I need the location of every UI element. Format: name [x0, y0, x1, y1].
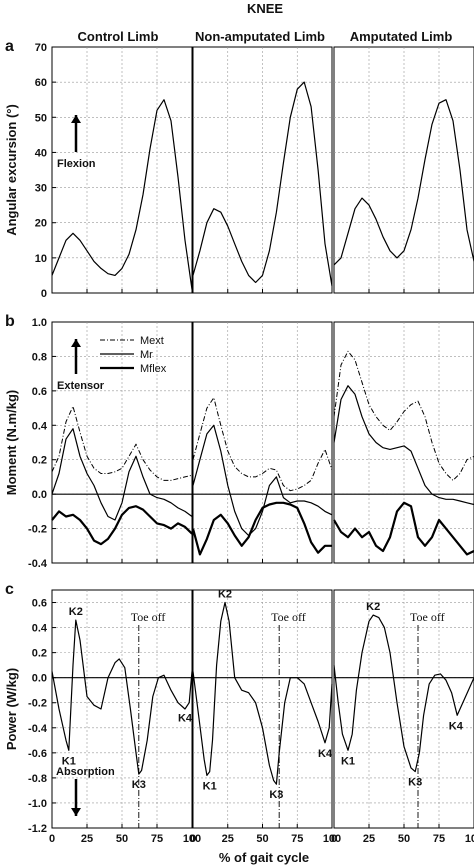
panel-c-ytick-label: -0.2	[28, 698, 47, 710]
panel-b-series-mr-limb-2	[333, 385, 474, 506]
panel-c-label-k2-limb-2: K2	[366, 601, 380, 613]
panel-c-label-k3-limb-2: K3	[408, 777, 422, 789]
chart-title: KNEE	[247, 1, 283, 16]
panel-c-y-axis-label: Power (W/kg)	[4, 668, 19, 750]
x-tick-label-1: 100	[323, 833, 341, 845]
panel-c-series-curve-limb-0	[51, 619, 193, 775]
panel-b-ytick-label: 0.4	[32, 420, 48, 432]
panel-b-series-mr-limb-1	[192, 424, 333, 537]
panel-c-label-k2-limb-0: K2	[69, 606, 83, 618]
panel-a-series-curve-limb-1	[192, 81, 333, 287]
panel-a-ytick-label: 0	[41, 288, 47, 300]
absorption-label: Absorption	[56, 766, 115, 778]
x-tick-label-0: 25	[81, 833, 93, 845]
legend-label-1: Mr	[140, 349, 153, 361]
toe-off-label-1: Toe off	[271, 610, 306, 624]
panel-c-label-k4-limb-0: K4	[178, 713, 193, 725]
x-tick-label-0: 100	[183, 833, 201, 845]
panel-b-ytick-label: 0.6	[32, 386, 47, 398]
panel-c-ytick-label: -1.0	[28, 798, 47, 810]
x-tick-label-2: 100	[465, 833, 474, 845]
extensor-arrow-head	[71, 339, 81, 347]
panel-a-series-curve-limb-2	[333, 99, 474, 266]
extensor-label: Extensor	[57, 380, 105, 392]
legend-label-0: Mext	[140, 335, 164, 347]
panel-b-series-mflex-limb-2	[333, 501, 474, 556]
x-tick-label-1: 0	[190, 833, 196, 845]
panel-b-series-mr-limb-0	[51, 428, 193, 521]
panel-a-ytick-label: 70	[35, 42, 47, 54]
panel-c-label-k1-limb-0: K1	[62, 755, 76, 767]
panel-b-ytick-label: 0.8	[32, 351, 47, 363]
flexion-arrow-head	[71, 115, 81, 123]
panel-c-ytick-label: -0.6	[28, 748, 47, 760]
x-tick-label-1: 50	[256, 833, 268, 845]
x-tick-label-2: 75	[433, 833, 445, 845]
x-tick-label-0: 75	[151, 833, 163, 845]
column-title-non-amputated-limb: Non-amputated Limb	[195, 29, 325, 44]
panel-b-ytick-label: -0.2	[28, 524, 47, 536]
panel-c-ytick-label: -1.2	[28, 823, 47, 835]
panel-b-ytick-label: 0.0	[32, 489, 47, 501]
panel-c-label-k2-limb-1: K2	[218, 589, 232, 601]
x-axis-label: % of gait cycle	[219, 850, 309, 865]
panel-c-ytick-label: 0.4	[32, 623, 48, 635]
panel-a-ytick-label: 20	[35, 218, 47, 230]
panel-label-a: a	[5, 38, 14, 55]
panel-c-ytick-label: -0.8	[28, 773, 47, 785]
panel-b-ytick-label: 0.2	[32, 455, 47, 467]
panel-c-label-k4-limb-2: K4	[449, 720, 464, 732]
panel-c-ytick-label: 0.2	[32, 648, 47, 660]
panel-c-frame-0	[51, 589, 193, 829]
x-tick-label-1: 75	[291, 833, 303, 845]
flexion-label: Flexion	[57, 158, 96, 170]
x-tick-label-1: 25	[222, 833, 234, 845]
panel-c-label-k1-limb-1: K1	[203, 780, 217, 792]
panel-a-series-curve-limb-0	[51, 99, 193, 290]
x-tick-label-0: 0	[49, 833, 55, 845]
panel-a-ytick-label: 10	[35, 253, 47, 265]
panel-b-series-mext-limb-2	[333, 350, 474, 481]
panel-c-ytick-label: 0.6	[32, 598, 47, 610]
panel-c-ytick-label: -0.4	[28, 723, 48, 735]
x-tick-label-0: 50	[116, 833, 128, 845]
legend-label-2: Mflex	[140, 363, 167, 375]
panel-b-series-mext-limb-1	[192, 397, 333, 492]
column-title-amputated-limb: Amputated Limb	[350, 29, 453, 44]
panel-a-ytick-label: 30	[35, 183, 47, 195]
panel-c-label-k3-limb-0: K3	[132, 779, 146, 791]
panel-b-ytick-label: -0.4	[28, 558, 48, 570]
toe-off-label-2: Toe off	[410, 610, 445, 624]
x-tick-label-2: 50	[398, 833, 410, 845]
panel-a-y-axis-label: Angular excursion (°)	[4, 104, 19, 236]
panel-label-b: b	[5, 313, 15, 330]
x-tick-label-2: 25	[363, 833, 375, 845]
panel-b-series-mflex-limb-0	[51, 505, 193, 546]
panel-a-ytick-label: 60	[35, 77, 47, 89]
panel-b-y-axis-label: Moment (N.m/kg)	[4, 390, 19, 495]
panel-b-series-mflex-limb-1	[191, 501, 332, 556]
absorption-arrow-head	[71, 808, 81, 816]
panel-c-label-k4-limb-1: K4	[318, 748, 333, 760]
panel-c-label-k1-limb-2: K1	[341, 755, 355, 767]
panel-c-ytick-label: 0.0	[32, 673, 47, 685]
panel-c-label-k3-limb-1: K3	[269, 789, 283, 801]
toe-off-label-0: Toe off	[131, 610, 166, 624]
panel-a-ytick-label: 40	[35, 147, 47, 159]
x-tick-label-2: 0	[331, 833, 337, 845]
panel-c-series-curve-limb-1	[192, 601, 333, 785]
panel-b-ytick-label: 1.0	[32, 317, 47, 329]
column-title-control-limb: Control Limb	[78, 29, 159, 44]
panel-label-c: c	[5, 581, 14, 598]
panel-a-ytick-label: 50	[35, 112, 47, 124]
panel-c-series-curve-limb-2	[333, 614, 474, 773]
